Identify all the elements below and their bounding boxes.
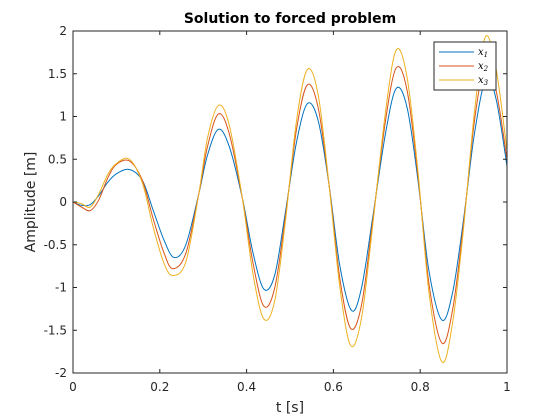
x-tick-label: 0 bbox=[69, 380, 77, 394]
y-axis-label: Amplitude [m] bbox=[23, 152, 39, 253]
x-tick-label: 0.8 bbox=[411, 380, 430, 394]
y-tick-label: 1 bbox=[59, 110, 67, 124]
x-tick-label: 0.6 bbox=[324, 380, 343, 394]
y-tick-label: 2 bbox=[59, 24, 67, 38]
series-layer bbox=[73, 35, 507, 364]
x-axis-label: t [s] bbox=[276, 400, 304, 416]
y-tick-label: -1.5 bbox=[44, 323, 67, 337]
series-line-x3 bbox=[73, 35, 507, 364]
legend: x1 x2 x3 bbox=[433, 41, 497, 91]
y-tick-label: -1 bbox=[55, 281, 67, 295]
series-line-x2 bbox=[73, 63, 507, 345]
y-tick-label: 1.5 bbox=[48, 67, 67, 81]
y-tick-label: 0 bbox=[59, 195, 67, 209]
y-tick-label: 0.5 bbox=[48, 152, 67, 166]
x-tick-label: 1 bbox=[503, 380, 511, 394]
x-tick-label: 0.4 bbox=[237, 380, 256, 394]
y-tick-label: -2 bbox=[55, 366, 67, 380]
y-tick-label: -0.5 bbox=[44, 238, 67, 252]
x-tick-label: 0.2 bbox=[150, 380, 169, 394]
legend-label-x2: x2 bbox=[478, 61, 489, 73]
chart-title: Solution to forced problem bbox=[184, 11, 396, 27]
tick-layer: 0 0.2 0.4 0.6 0.8 1 -2 -1.5 -1 -0.5 0 0.5 1 1.5 2 bbox=[44, 24, 511, 394]
legend-label-x1: x1 bbox=[478, 47, 488, 59]
legend-label-x3: x3 bbox=[478, 75, 489, 87]
